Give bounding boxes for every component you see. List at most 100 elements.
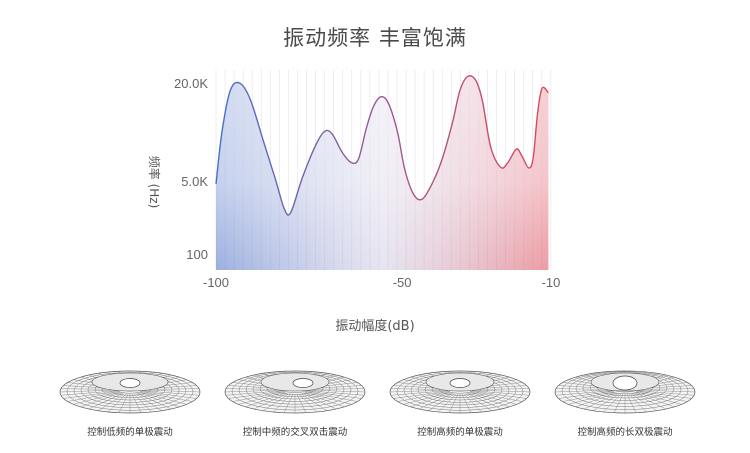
- mesh-caption: 控制高频的长双极震动: [577, 427, 673, 438]
- mesh-spoke: [60, 390, 119, 396]
- mesh-spoke: [469, 392, 517, 405]
- mesh-spoke: [298, 393, 317, 413]
- mesh-center-hole: [449, 378, 471, 388]
- mesh-spoke: [296, 393, 307, 413]
- mesh-spoke: [141, 391, 197, 399]
- mesh-spoke: [238, 392, 286, 405]
- mesh-spoke: [471, 390, 530, 396]
- mesh-spoke: [273, 393, 292, 413]
- mesh-spoke: [108, 393, 127, 413]
- mesh-spoke: [558, 391, 614, 399]
- mesh-spoke: [461, 393, 472, 413]
- mesh-spoke: [304, 392, 352, 405]
- x-tick-label: -50: [393, 275, 412, 290]
- mesh-spoke: [583, 393, 619, 410]
- mesh-spoke: [428, 393, 455, 411]
- mesh-spoke: [88, 393, 124, 410]
- mesh-spoke: [263, 393, 290, 411]
- mesh-spoke: [225, 390, 284, 396]
- mesh-spoke: [245, 392, 287, 408]
- mesh-spoke: [603, 393, 622, 413]
- mesh-spoke: [575, 392, 617, 408]
- mesh-spoke: [613, 393, 624, 413]
- mesh-spoke: [635, 391, 688, 402]
- mesh-spoke: [306, 389, 366, 393]
- x-tick-label: -10: [542, 275, 561, 290]
- mesh-spoke: [593, 393, 620, 411]
- mesh-spoke: [140, 391, 193, 402]
- mesh-spoke: [562, 391, 615, 402]
- mesh-spoke: [555, 390, 614, 396]
- mesh-caption: 控制高频的单极震动: [417, 427, 503, 438]
- x-axis-label: 振动幅度(dB): [335, 319, 415, 334]
- mesh-center-hole: [119, 378, 141, 388]
- mesh-spoke: [67, 391, 120, 402]
- mesh-spoke: [283, 393, 294, 413]
- mesh-spoke: [63, 391, 119, 399]
- mesh-center-hole: [292, 378, 314, 388]
- mesh-spoke: [228, 391, 284, 399]
- mesh-spoke: [131, 393, 142, 413]
- x-tick-label: -100: [203, 275, 229, 290]
- mesh-spoke: [138, 392, 180, 408]
- mesh-image-high-single: [389, 370, 531, 414]
- series-line: [215, 75, 549, 216]
- y-axis-label: 频率 (Hz): [147, 156, 162, 209]
- mesh-spoke: [634, 392, 682, 405]
- mesh-spoke: [631, 393, 667, 410]
- mesh-spoke: [133, 393, 152, 413]
- mesh-spoke: [465, 393, 492, 411]
- mesh-spoke: [554, 389, 614, 393]
- mesh-spoke: [636, 390, 695, 396]
- mesh-spoke: [98, 393, 125, 411]
- mesh-caption: 控制中频的交叉双击震动: [242, 427, 348, 438]
- mesh-image-high-long: [554, 370, 696, 414]
- mesh-spoke: [630, 393, 657, 411]
- mesh-image-mid-cross: [224, 370, 366, 414]
- mesh-spoke: [463, 393, 482, 413]
- mesh-spoke: [468, 392, 510, 408]
- mesh-spoke: [59, 389, 119, 393]
- mesh-spoke: [301, 393, 337, 410]
- mesh-spoke: [568, 392, 616, 405]
- mesh-spoke: [403, 392, 451, 405]
- mesh-spoke: [73, 392, 121, 405]
- mesh-spoke: [471, 391, 527, 399]
- mesh-spoke: [141, 390, 200, 396]
- mesh-spoke: [636, 391, 692, 399]
- mesh-image-low-single: [59, 370, 201, 414]
- mesh-spoke: [232, 391, 285, 402]
- frequency-chart: 100 5.0K 20.0K -100 -50 -10 频率 (Hz): [147, 70, 561, 290]
- mesh-spoke: [471, 389, 531, 393]
- y-tick-label: 100: [186, 247, 208, 262]
- mesh-spoke: [118, 393, 129, 413]
- mesh-spoke: [397, 391, 450, 402]
- mesh-spoke: [410, 392, 452, 408]
- mesh-spoke: [390, 390, 449, 396]
- mesh-spoke: [141, 389, 201, 393]
- mesh-spoke: [626, 393, 637, 413]
- series-area-fade: [216, 75, 549, 270]
- y-tick-label: 5.0K: [181, 174, 208, 189]
- mesh-spoke: [448, 393, 459, 413]
- mesh-spoke: [636, 389, 696, 393]
- mesh-spoke: [438, 393, 457, 413]
- mesh-spoke: [80, 392, 122, 408]
- chart-title: 振动频率 丰富饱满: [283, 26, 467, 50]
- mesh-spoke: [253, 393, 289, 410]
- mesh-spoke: [303, 392, 345, 408]
- mesh-spoke: [633, 392, 675, 408]
- mesh-caption: 控制低频的单极震动: [87, 427, 173, 438]
- mesh-spoke: [418, 393, 454, 410]
- mesh-center-hole: [612, 375, 638, 391]
- mesh-spoke: [139, 392, 187, 405]
- mesh-spoke: [224, 389, 284, 393]
- mesh-spoke: [136, 393, 172, 410]
- mesh-spoke: [628, 393, 647, 413]
- mesh-spoke: [306, 391, 362, 399]
- mesh-spoke: [389, 389, 449, 393]
- mesh-spoke: [135, 393, 162, 411]
- mesh-spoke: [305, 391, 358, 402]
- y-tick-label: 20.0K: [174, 76, 208, 91]
- mesh-spoke: [393, 391, 449, 399]
